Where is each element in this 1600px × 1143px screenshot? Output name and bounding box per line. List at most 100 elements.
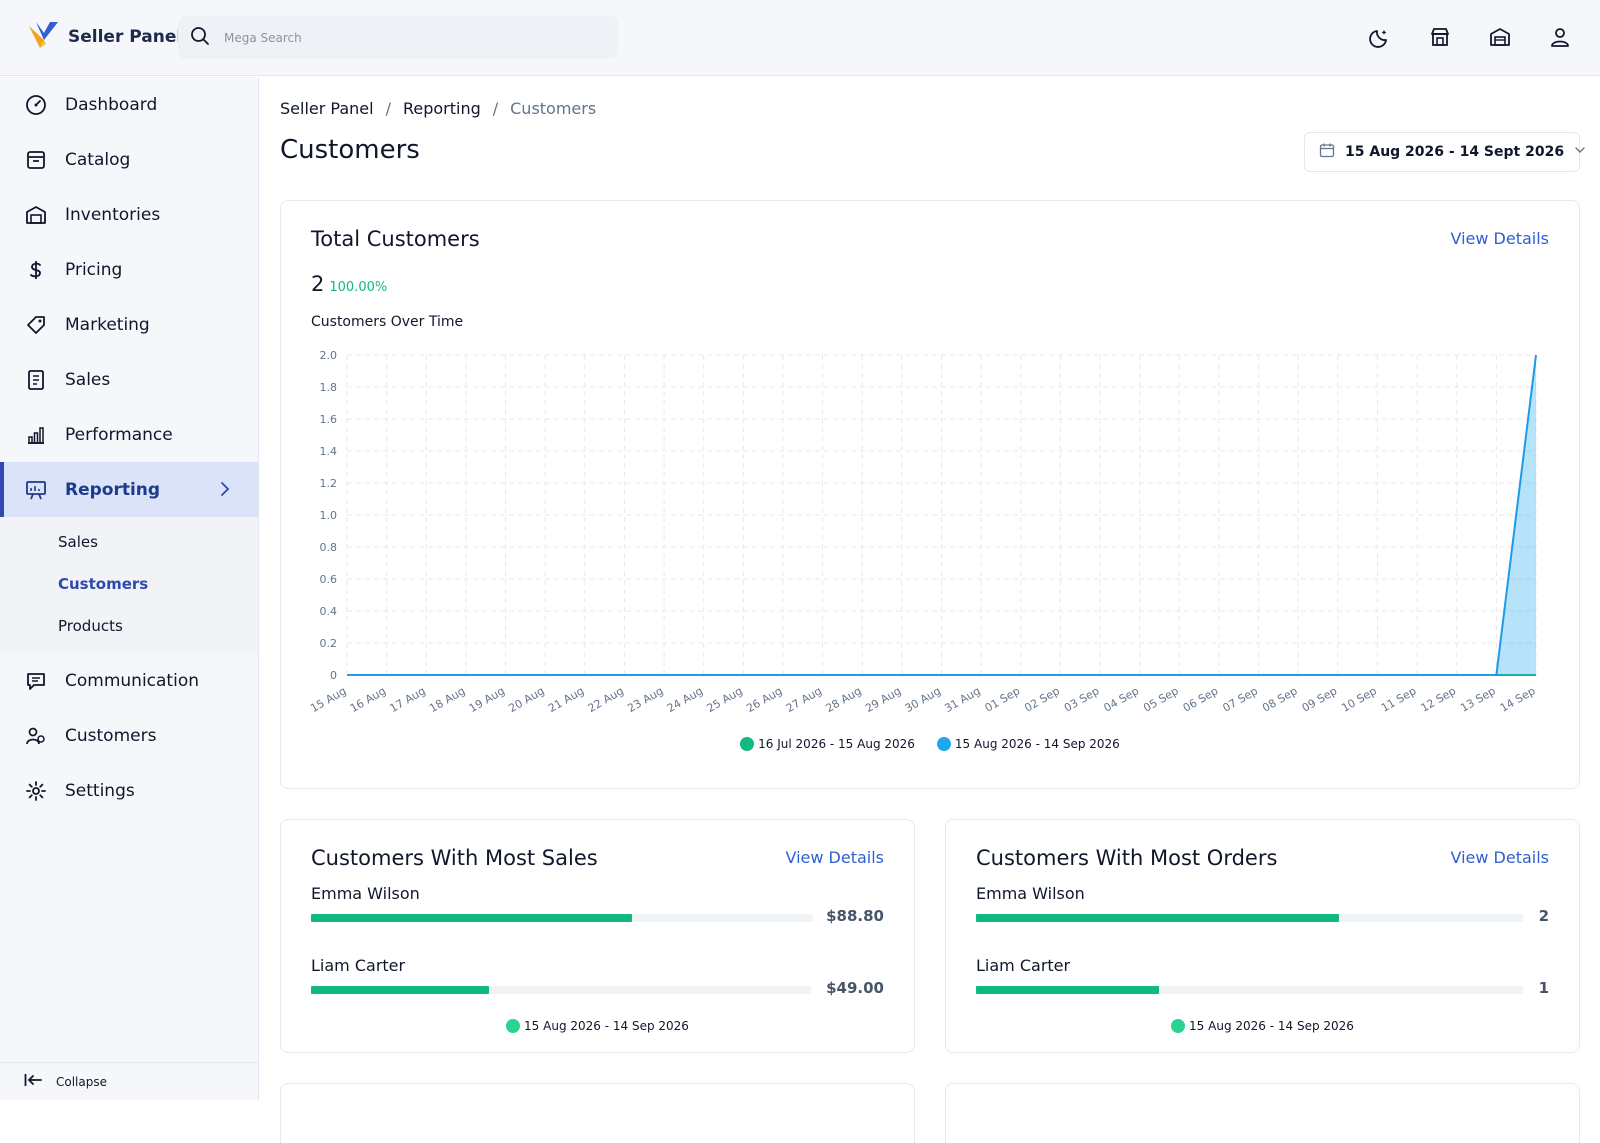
collapse-button[interactable]: Collapse xyxy=(0,1062,259,1100)
sidebar-item-performance[interactable]: Performance xyxy=(0,407,258,462)
moon-icon[interactable] xyxy=(1368,24,1392,50)
presentation-icon xyxy=(25,479,47,501)
x-tick-label: 04 Sep xyxy=(1102,684,1142,714)
legend-label: 15 Aug 2026 - 14 Sep 2026 xyxy=(954,737,1120,751)
sidebar-item-catalog[interactable]: Catalog xyxy=(0,132,258,187)
x-tick-label: 16 Aug xyxy=(348,684,388,715)
x-tick-label: 13 Sep xyxy=(1458,684,1498,714)
sidebar-item-dashboard[interactable]: Dashboard xyxy=(0,77,258,132)
collapse-label: Collapse xyxy=(56,1074,107,1089)
catalog-icon xyxy=(25,149,47,171)
x-tick-label: 23 Aug xyxy=(625,684,665,715)
sidebar-item-inventories[interactable]: Inventories xyxy=(0,187,258,242)
chat-icon xyxy=(25,670,47,692)
dollar-icon xyxy=(25,259,47,281)
brand[interactable]: Seller Panel xyxy=(26,20,182,54)
brand-name: Seller Panel xyxy=(68,27,183,47)
legend-dot-green xyxy=(506,1019,521,1033)
x-tick-label: 15 Aug xyxy=(308,684,348,715)
user-icon[interactable] xyxy=(1548,24,1572,50)
logo-icon xyxy=(26,20,60,54)
legend-item-current[interactable]: 15 Aug 2026 - 14 Sep 2026 xyxy=(936,737,1120,751)
x-tick-label: 02 Sep xyxy=(1022,684,1062,714)
sidebar: Dashboard Catalog Inventories Pricing Ma… xyxy=(0,77,259,1100)
breadcrumb-item-reporting[interactable]: Reporting xyxy=(402,99,481,118)
customer-orders-value: 2 xyxy=(1538,907,1549,925)
submenu-item-customers[interactable]: Customers xyxy=(58,575,149,593)
sidebar-item-label: Inventories xyxy=(65,204,161,225)
search-input[interactable] xyxy=(224,30,584,45)
warehouse-icon[interactable] xyxy=(1488,24,1512,50)
breadcrumb-separator: / xyxy=(492,99,499,118)
x-tick-label: 21 Aug xyxy=(546,684,586,715)
x-tick-label: 27 Aug xyxy=(784,684,824,715)
chevron-down-icon xyxy=(1574,144,1586,160)
x-tick-label: 28 Aug xyxy=(823,684,863,715)
change-percent: 100.00% xyxy=(329,280,388,295)
x-tick-label: 05 Sep xyxy=(1141,684,1181,714)
dashboard-icon xyxy=(25,94,47,116)
y-tick-label: 1.4 xyxy=(320,445,338,458)
list-item: Liam Carter 1 xyxy=(976,956,1549,997)
sidebar-item-label: Reporting xyxy=(65,479,161,500)
bar-fill xyxy=(976,914,1339,922)
sidebar-item-marketing[interactable]: Marketing xyxy=(0,297,258,352)
lower-card-right xyxy=(945,1083,1580,1143)
chart-legend: 15 Aug 2026 - 14 Sep 2026 xyxy=(281,1019,914,1033)
bar-track xyxy=(311,986,811,994)
x-tick-label: 06 Sep xyxy=(1181,684,1221,714)
view-details-link[interactable]: View Details xyxy=(1450,848,1549,867)
view-details-link[interactable]: View Details xyxy=(785,848,884,867)
customer-name: Liam Carter xyxy=(976,956,1071,975)
customer-name: Emma Wilson xyxy=(311,884,420,903)
submenu-item-products[interactable]: Products xyxy=(58,617,123,635)
chart-legend: 16 Jul 2026 - 15 Aug 2026 15 Aug 2026 - … xyxy=(281,737,1579,751)
sidebar-item-settings[interactable]: Settings xyxy=(0,763,258,818)
submenu-item-sales[interactable]: Sales xyxy=(58,533,98,551)
reporting-submenu: Sales Customers Products xyxy=(0,517,258,653)
sidebar-item-communication[interactable]: Communication xyxy=(0,653,258,708)
sidebar-item-label: Pricing xyxy=(65,259,123,280)
sidebar-item-pricing[interactable]: Pricing xyxy=(0,242,258,297)
search-bar[interactable] xyxy=(178,16,618,59)
x-tick-label: 18 Aug xyxy=(427,684,467,715)
store-icon[interactable] xyxy=(1428,24,1452,50)
y-tick-label: 1.2 xyxy=(320,477,338,490)
legend-label: 16 Jul 2026 - 15 Aug 2026 xyxy=(758,737,915,751)
x-tick-label: 26 Aug xyxy=(744,684,784,715)
date-range-picker[interactable]: 15 Aug 2026 - 14 Sept 2026 xyxy=(1304,132,1585,172)
sidebar-item-customers[interactable]: Customers xyxy=(0,708,258,763)
breadcrumb-item-seller-panel[interactable]: Seller Panel xyxy=(280,99,374,118)
legend-item-previous[interactable]: 16 Jul 2026 - 15 Aug 2026 xyxy=(740,737,915,751)
breadcrumb-separator: / xyxy=(385,99,391,118)
x-tick-label: 11 Sep xyxy=(1379,684,1419,714)
legend-item[interactable]: 15 Aug 2026 - 14 Sep 2026 xyxy=(1171,1019,1354,1033)
legend-item[interactable]: 15 Aug 2026 - 14 Sep 2026 xyxy=(506,1019,689,1033)
x-tick-label: 17 Aug xyxy=(388,684,428,715)
y-tick-label: 1.6 xyxy=(320,413,338,426)
x-tick-label: 07 Sep xyxy=(1220,684,1260,714)
x-tick-label: 22 Aug xyxy=(586,684,626,715)
customer-sales-value: $88.80 xyxy=(826,907,884,925)
x-tick-label: 09 Sep xyxy=(1300,684,1340,714)
sidebar-item-sales[interactable]: Sales xyxy=(0,352,258,407)
bar-chart-icon xyxy=(25,424,47,446)
y-tick-label: 0 xyxy=(330,669,337,682)
chart-title: Customers Over Time xyxy=(311,314,464,330)
sidebar-item-label: Catalog xyxy=(65,149,131,170)
sidebar-item-label: Performance xyxy=(65,424,173,445)
chart-legend: 15 Aug 2026 - 14 Sep 2026 xyxy=(946,1019,1579,1033)
bar-fill xyxy=(311,914,633,922)
x-tick-label: 08 Sep xyxy=(1260,684,1300,714)
page-title: Customers xyxy=(280,135,420,165)
y-tick-label: 0.8 xyxy=(320,541,338,554)
view-details-link[interactable]: View Details xyxy=(1450,229,1549,248)
list-item: Emma Wilson $88.80 xyxy=(311,884,884,925)
y-tick-label: 0.6 xyxy=(320,573,338,586)
x-tick-label: 31 Aug xyxy=(942,684,982,715)
most-orders-card: Customers With Most Orders View Details … xyxy=(945,819,1580,1053)
y-tick-label: 0.4 xyxy=(320,605,338,618)
total-customers-card: Total Customers View Details 2 100.00% C… xyxy=(280,200,1580,789)
bar-track xyxy=(976,914,1523,922)
sidebar-item-reporting[interactable]: Reporting xyxy=(0,462,258,517)
